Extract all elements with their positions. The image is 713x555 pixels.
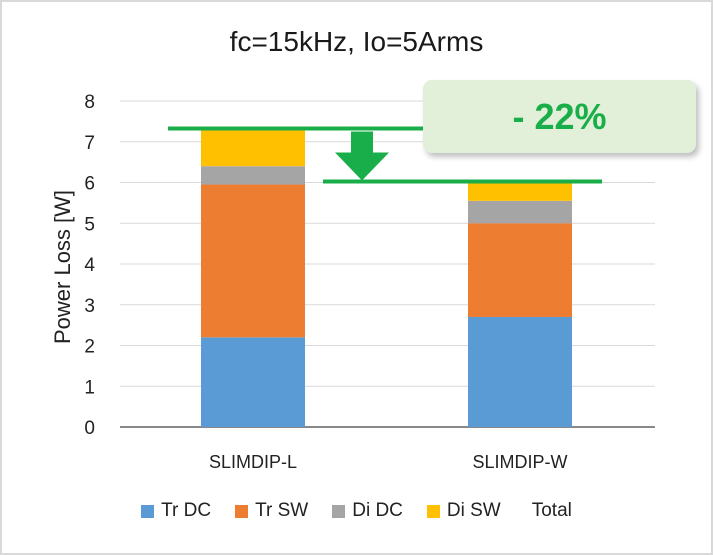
legend-label: Di DC bbox=[352, 500, 403, 521]
legend-label: Total bbox=[531, 500, 572, 521]
bar-segment-di-dc bbox=[468, 200, 572, 224]
legend-item-total: Total bbox=[525, 500, 572, 522]
legend-swatch bbox=[426, 504, 440, 518]
legend-item-di-sw: Di SW bbox=[426, 500, 501, 522]
legend-item-tr-sw: Tr SW bbox=[235, 500, 308, 522]
legend-item-di-dc: Di DC bbox=[332, 500, 403, 522]
legend-label: Di SW bbox=[446, 500, 501, 521]
y-tick-label: 1 bbox=[84, 377, 95, 398]
chart-legend: Tr DC Tr SW Di DC Di SW Total bbox=[0, 500, 713, 522]
x-category-label: SLIMDIP-W bbox=[472, 452, 567, 472]
x-category-label: SLIMDIP-L bbox=[209, 452, 297, 472]
y-tick-label: 5 bbox=[84, 214, 95, 235]
chart-title: fc=15kHz, Io=5Arms bbox=[229, 26, 484, 57]
legend-label: Tr SW bbox=[255, 500, 309, 521]
bar-segment-tr-dc bbox=[468, 316, 572, 427]
legend-swatch bbox=[332, 504, 346, 518]
reduction-arrow-head bbox=[335, 152, 389, 181]
reduction-callout: - 22% bbox=[423, 80, 696, 153]
y-tick-label: 3 bbox=[84, 296, 95, 317]
legend-label: Tr DC bbox=[161, 500, 212, 521]
bar-segment-di-sw bbox=[201, 129, 305, 167]
bar-segment-tr-sw bbox=[468, 223, 572, 317]
bar-segment-di-sw bbox=[468, 182, 572, 201]
legend-item-tr-dc: Tr DC bbox=[141, 500, 211, 522]
y-tick-label: 7 bbox=[84, 133, 95, 154]
legend-swatch bbox=[141, 504, 155, 518]
reduction-arrow-shaft bbox=[351, 131, 373, 154]
y-tick-label: 8 bbox=[84, 92, 95, 113]
y-axis-label: Power Loss [W] bbox=[50, 190, 75, 344]
bar-segment-tr-dc bbox=[201, 337, 305, 427]
legend-swatch bbox=[235, 504, 249, 518]
bar-segment-di-dc bbox=[201, 166, 305, 185]
y-tick-label: 0 bbox=[84, 418, 95, 439]
y-tick-label: 6 bbox=[84, 174, 95, 195]
y-tick-label: 2 bbox=[84, 337, 95, 358]
bar-segment-tr-sw bbox=[201, 184, 305, 338]
y-tick-label: 4 bbox=[84, 255, 95, 276]
